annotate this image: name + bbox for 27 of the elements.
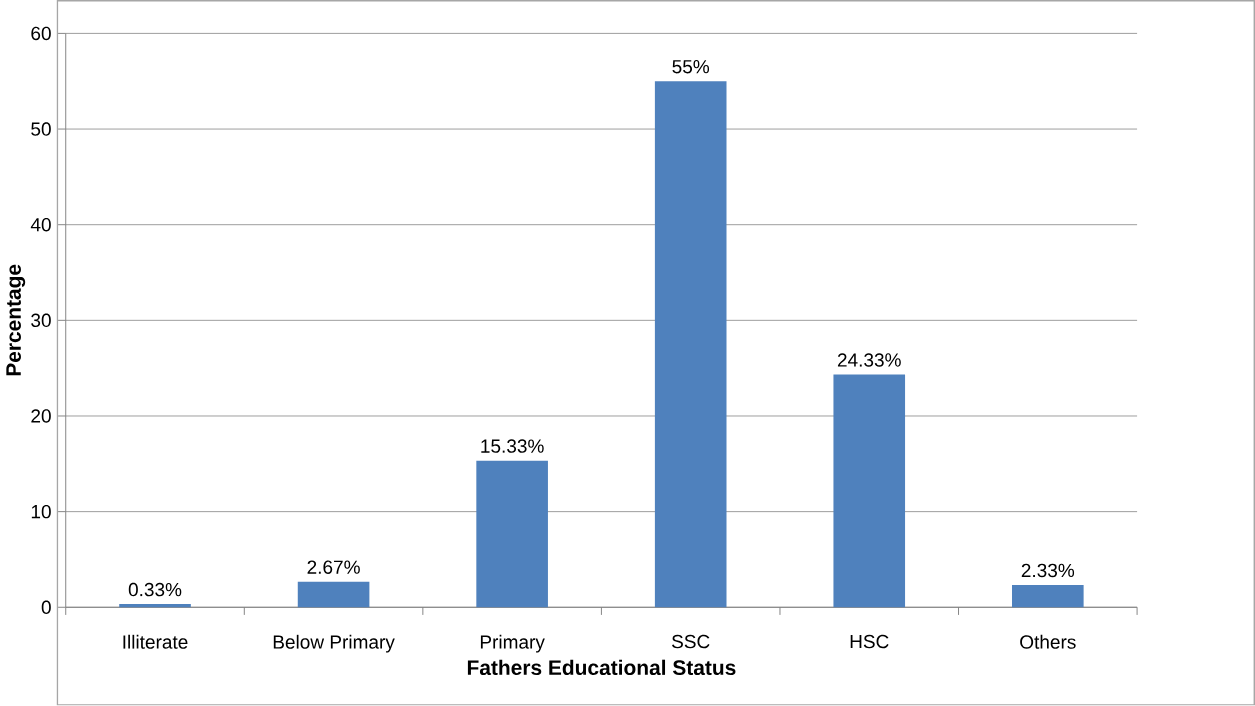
data-label: 24.33% <box>837 353 901 367</box>
data-label: 15.33% <box>481 439 544 453</box>
data-label: 2.67% <box>307 560 360 575</box>
data-label: 0.33% <box>128 583 182 597</box>
bar <box>654 81 727 608</box>
y-tick-label: 0 <box>41 600 51 615</box>
x-tick-label: Below Primary <box>273 635 395 653</box>
data-label: 2.33% <box>1021 563 1075 578</box>
bar <box>1012 585 1084 608</box>
y-tick-label: 30 <box>31 313 51 328</box>
x-axis-title: Fathers Educational Status <box>467 659 736 676</box>
x-tick-label: Others <box>1020 635 1076 649</box>
x-tick-label: Illiterate <box>123 635 188 649</box>
y-tick-label: 20 <box>31 409 51 423</box>
y-tick-label: 40 <box>30 218 51 232</box>
y-tick-label: 50 <box>31 122 51 136</box>
y-axis-title: Percentage <box>6 264 26 376</box>
x-tick-label: HSC <box>850 635 889 649</box>
bar <box>833 374 906 608</box>
x-tick-label: SSC <box>672 635 710 649</box>
y-tick-label: 60 <box>31 26 51 41</box>
bar <box>476 460 548 608</box>
bar <box>119 604 191 608</box>
bar <box>297 581 370 608</box>
x-tick-label: Primary <box>480 635 545 653</box>
data-label: 55% <box>672 60 710 74</box>
y-tick-label: 10 <box>31 505 51 519</box>
